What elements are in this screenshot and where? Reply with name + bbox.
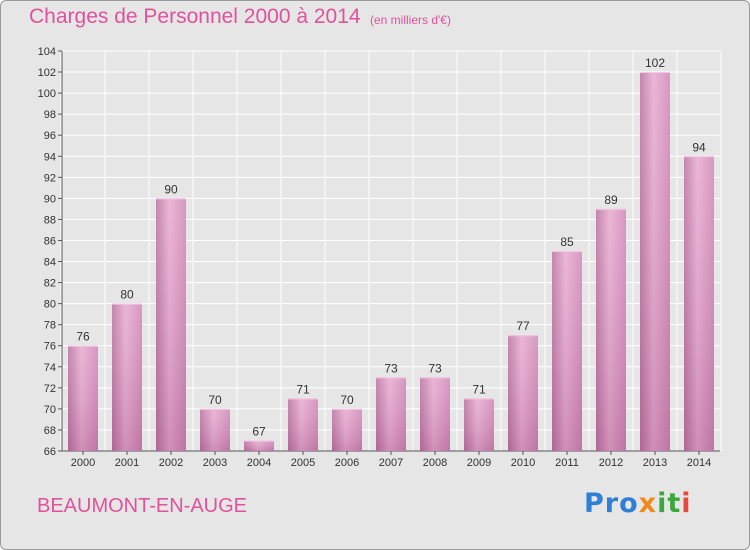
y-tick-label: 98 (44, 109, 56, 121)
y-tick-label: 94 (44, 151, 56, 163)
chart-title: Charges de Personnel 2000 à 2014 (29, 5, 361, 28)
data-label: 102 (645, 56, 665, 70)
data-label: 70 (208, 393, 222, 407)
x-tick-label: 2009 (467, 457, 491, 469)
x-tick-label: 2011 (555, 457, 579, 469)
y-tick-label: 90 (44, 193, 56, 205)
y-tick-label: 84 (44, 257, 56, 269)
y-tick-label: 82 (44, 278, 56, 290)
proxiti-logo: Proxiti (584, 488, 692, 519)
bar-shade (288, 398, 318, 451)
x-tick-label: 2006 (335, 457, 359, 469)
x-tick-labels: 2000 2001 2002 2003 2004 2005 2006 2007 2008 2009… (71, 457, 711, 469)
data-label: 89 (604, 193, 618, 207)
y-tick-label: 74 (44, 362, 56, 374)
data-labels: 76 80 90 70 67 71 70 73 73 71 77 85 89 102 94 (76, 56, 706, 438)
bar-shade (376, 377, 406, 451)
logo-part-1: Pro (584, 488, 639, 519)
bar-shade (552, 251, 582, 451)
y-tick-label: 104 (38, 46, 56, 58)
x-tick-label: 2008 (423, 457, 447, 469)
y-tick-label: 102 (38, 67, 56, 79)
data-label: 73 (428, 361, 442, 375)
y-tick-label: 86 (44, 235, 56, 247)
y-tick-label: 88 (44, 214, 56, 226)
commune-name: BEAUMONT-EN-AUGE (37, 495, 248, 517)
bar-shade (420, 377, 450, 451)
data-label: 80 (120, 288, 134, 302)
x-tick-label: 2010 (511, 457, 535, 469)
y-tick-label: 66 (44, 446, 56, 458)
bar-shade (156, 198, 186, 451)
logo-part-3: it (657, 488, 682, 519)
bar-shade (640, 72, 670, 451)
y-tick-label: 78 (44, 320, 56, 332)
x-tick-label: 2004 (247, 457, 271, 469)
y-tick-labels: 66 68 70 72 74 76 78 80 82 84 86 88 90 92 94 96 98 100 102… (38, 46, 56, 458)
x-tick-label: 2002 (159, 457, 183, 469)
y-tick-label: 76 (44, 341, 56, 353)
data-label: 67 (252, 424, 266, 438)
x-tick-label: 2000 (71, 457, 95, 469)
bar-shade (508, 335, 538, 451)
data-label: 73 (384, 361, 398, 375)
x-tick-label: 2003 (203, 457, 227, 469)
chart-subtitle: (en milliers d'€) (370, 13, 451, 27)
bar-shade (68, 345, 98, 451)
x-tick-label: 2012 (599, 457, 623, 469)
y-tick-label: 68 (44, 425, 56, 437)
y-tick-label: 92 (44, 172, 56, 184)
y-tick-label: 80 (44, 299, 56, 311)
bar-shade (332, 408, 362, 451)
x-tick-label: 2001 (115, 457, 139, 469)
x-tick-label: 2005 (291, 457, 315, 469)
bar-shade (112, 303, 142, 451)
bar-shade (464, 398, 494, 451)
data-label: 77 (516, 319, 530, 333)
data-label: 71 (296, 382, 310, 396)
bar-shade (684, 156, 714, 451)
data-label: 85 (560, 235, 574, 249)
data-label: 94 (692, 140, 706, 154)
data-label: 71 (472, 382, 486, 396)
x-tick-label: 2007 (379, 457, 403, 469)
bar-shade (596, 208, 626, 451)
logo-part-4: i (681, 488, 692, 519)
data-label: 70 (340, 393, 354, 407)
bar-shade (200, 408, 230, 451)
data-label: 90 (164, 182, 178, 196)
x-tick-label: 2014 (687, 457, 711, 469)
y-tick-label: 96 (44, 130, 56, 142)
y-tick-label: 100 (38, 88, 56, 100)
bars (68, 72, 714, 451)
y-tick-label: 72 (44, 383, 56, 395)
bar-shade (244, 440, 274, 451)
data-label: 76 (76, 330, 90, 344)
y-tick-label: 70 (44, 404, 56, 416)
x-tick-label: 2013 (643, 457, 667, 469)
logo-part-2: x (638, 488, 658, 519)
